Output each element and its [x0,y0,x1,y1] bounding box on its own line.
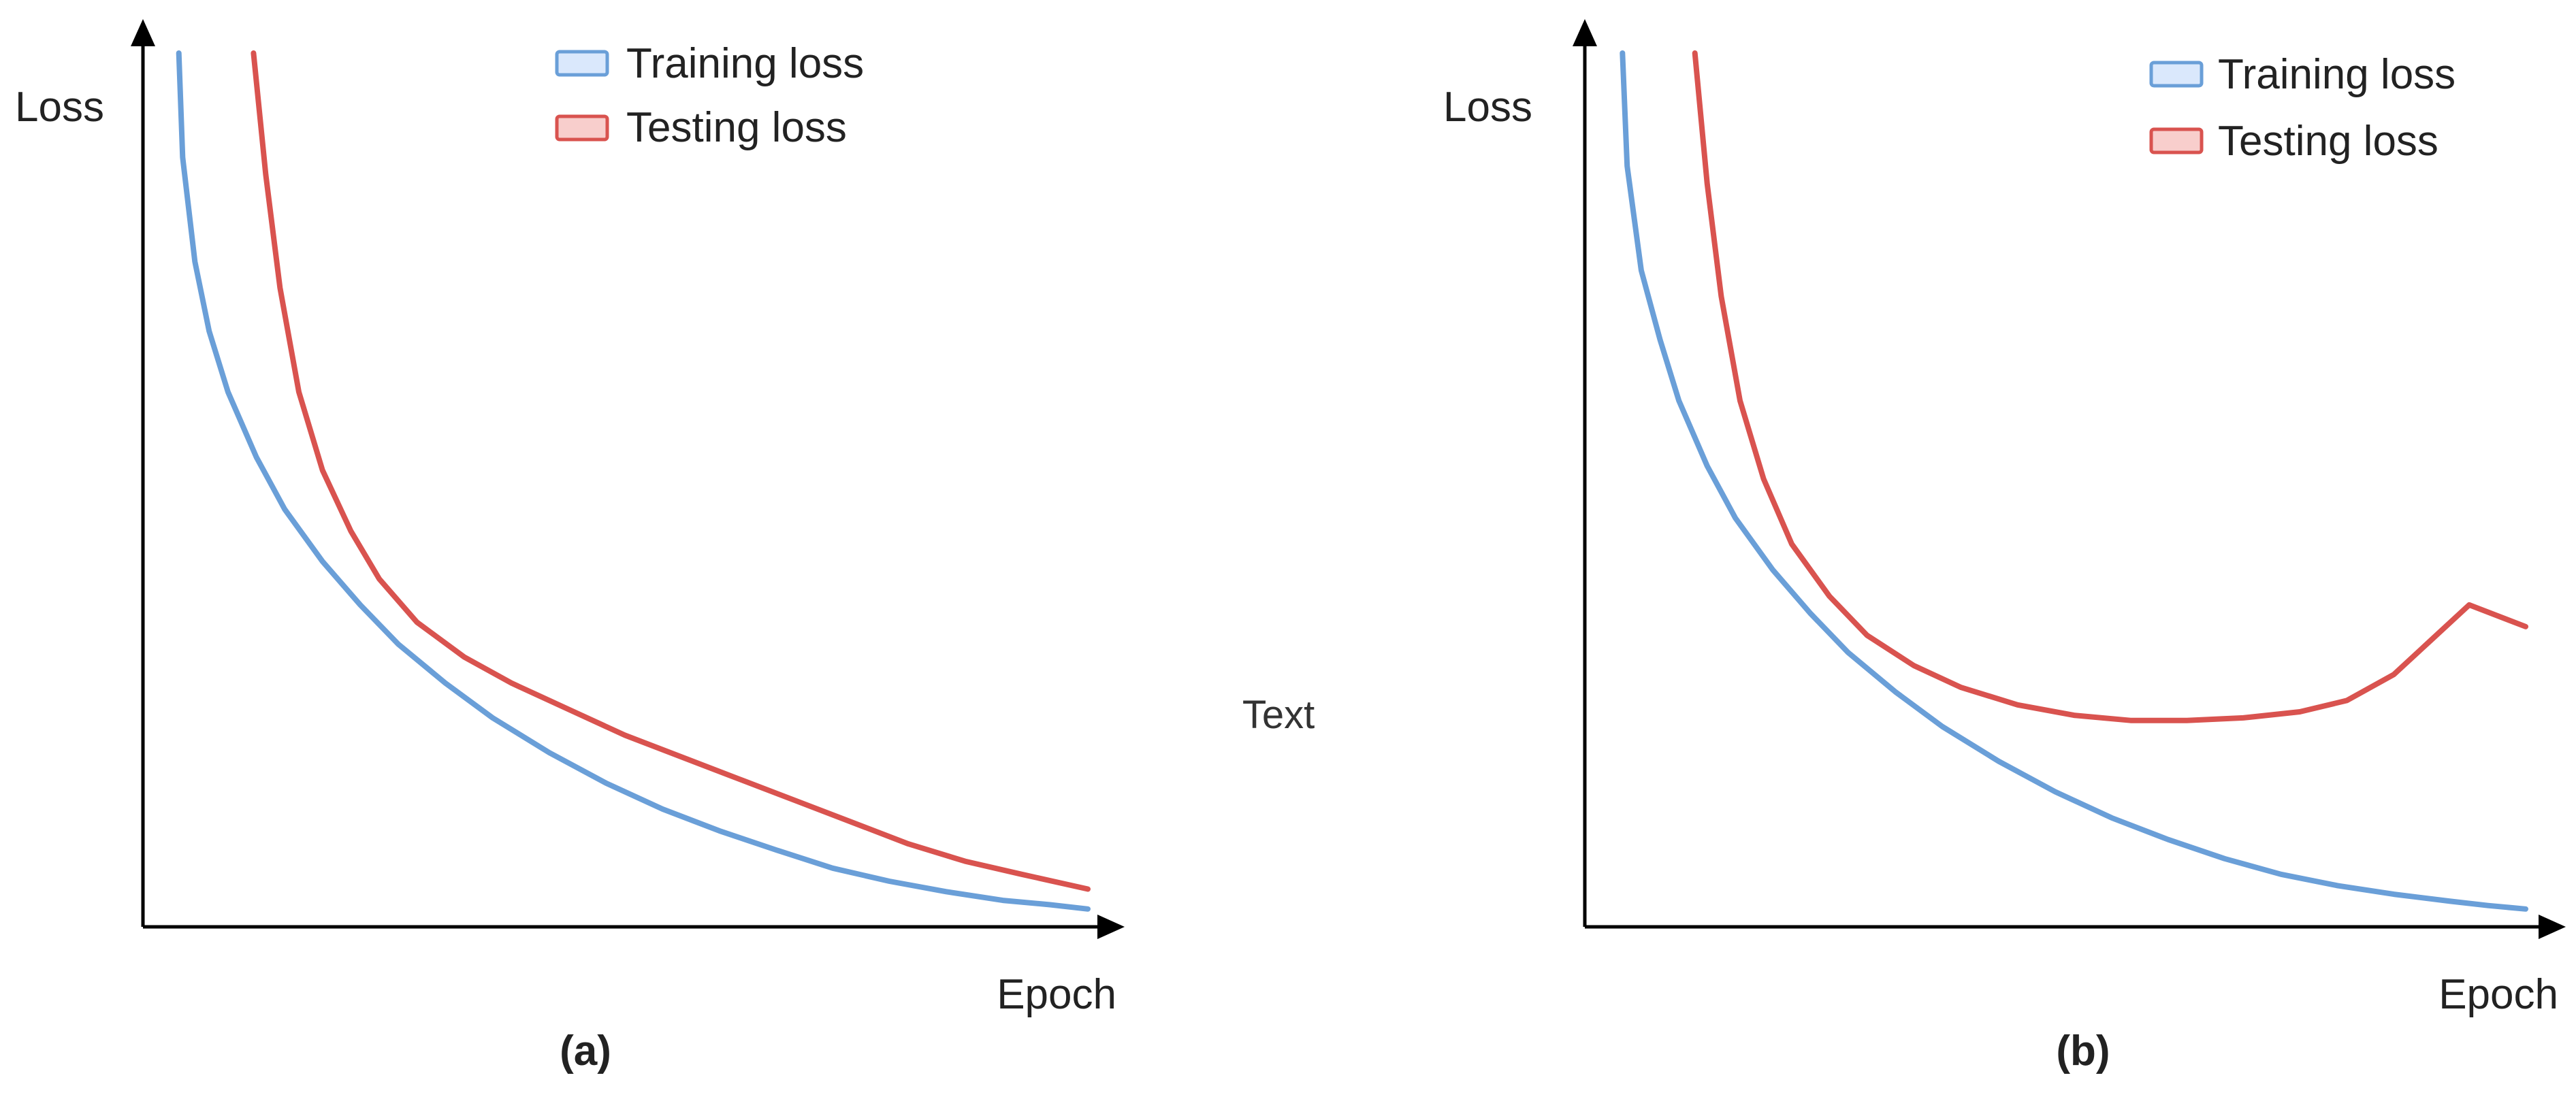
stray-text-label: Text [1242,693,1315,737]
legend: Training loss Testing loss [2149,51,2456,165]
legend-item: Training loss [2149,51,2456,98]
legend-swatch-icon [555,114,609,142]
legend-swatch-icon [555,50,609,77]
y-axis-arrow-icon [131,19,155,46]
y-axis-label: Loss [15,84,104,131]
series-lines [1620,50,2528,912]
legend-label: Testing loss [2218,118,2438,165]
panel-caption: (b) [2056,1028,2110,1075]
legend-swatch-icon [2149,61,2204,88]
panel-caption: (a) [560,1028,611,1075]
x-axis-label: Epoch [2438,971,2558,1018]
series-line-training-loss [1620,50,2528,912]
legend: Training loss Testing loss [555,40,864,151]
series-lines [176,50,1091,912]
legend-item: Testing loss [555,104,847,151]
legend-label: Testing loss [626,104,847,151]
legend-swatch-icon [2149,127,2204,154]
y-axis-arrow-icon [1573,19,1597,46]
series-line-testing-loss [1692,50,2528,723]
y-axis-label: Loss [1443,84,1532,131]
legend-item: Testing loss [2149,118,2438,165]
chart-panel-b: Loss Epoch Training loss Testing loss (b… [1443,19,2566,1075]
chart-panel-a: Loss Epoch Training loss Testing loss (a… [15,19,1125,1075]
x-axis-arrow-icon [2539,915,2566,939]
legend-label: Training loss [626,40,864,87]
series-line-testing-loss [251,50,1091,892]
series-line-training-loss [176,50,1091,912]
legend-label: Training loss [2218,51,2456,98]
legend-item: Training loss [555,40,864,87]
x-axis-label: Epoch [997,971,1116,1018]
x-axis-arrow-icon [1097,915,1125,939]
